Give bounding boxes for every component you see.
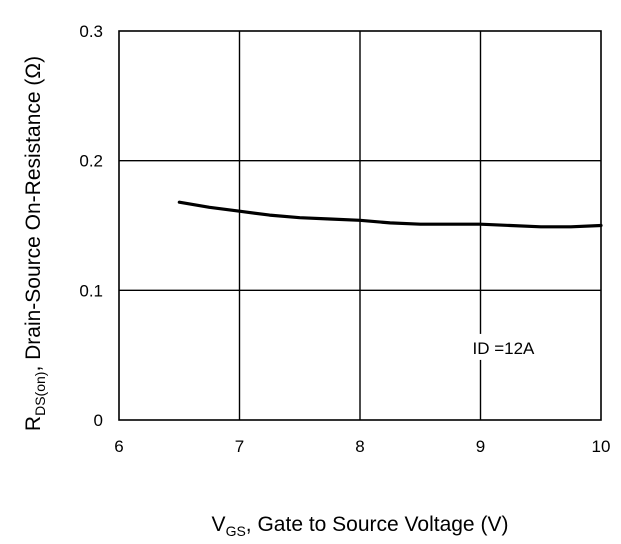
annotation-background [468,333,557,360]
x-tick-label: 6 [114,437,123,456]
series-layer [177,200,603,229]
annotations-layer: ID =12A [468,333,557,360]
x-tick-labels: 6 7 8 9 10 [114,437,610,456]
y-axis-label: RDS(on), Drain-Source On-Resistance (Ω) [22,56,48,431]
x-tick-label: 10 [592,437,611,456]
y-tick-label: 0 [94,411,103,430]
y-tick-label: 0.3 [79,22,103,41]
series-line [177,200,603,229]
x-tick-label: 9 [476,437,485,456]
x-axis-label: VGS, Gate to Source Voltage (V) [212,513,509,539]
y-tick-label: 0.1 [79,281,103,300]
annotation-label: ID =12A [473,339,536,358]
y-tick-label: 0.2 [79,152,103,171]
x-tick-label: 8 [355,437,364,456]
y-tick-labels: 0 0.1 0.2 0.3 [79,22,103,430]
x-tick-label: 7 [235,437,244,456]
